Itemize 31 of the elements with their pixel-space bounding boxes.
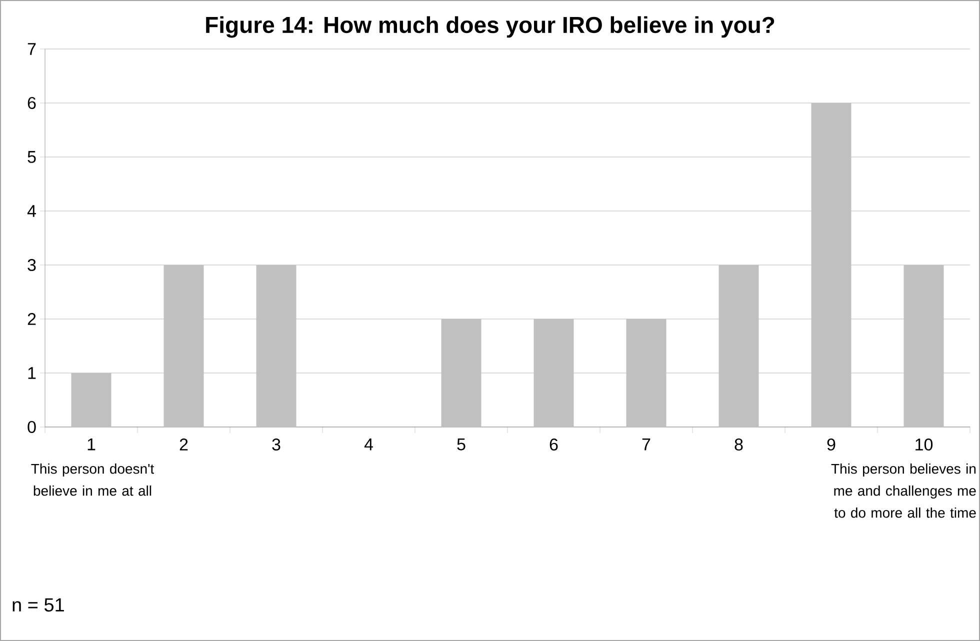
y-tick-label: 0 [28, 420, 36, 434]
bar [534, 318, 574, 427]
bar [626, 318, 666, 427]
x-tick-label: 7 [642, 438, 650, 450]
y-tick-label: 1 [28, 367, 36, 379]
x-tick-label: 10 [916, 438, 933, 451]
x-tick-label: 8 [734, 438, 743, 451]
x-tick-label: 4 [364, 438, 373, 450]
y-tick-label: 4 [27, 205, 36, 217]
x-tick-label: 2 [180, 438, 188, 450]
bar [718, 264, 759, 427]
text: This person believes in me and challenges me to do more all the time [831, 464, 976, 518]
x-tick-label: 3 [272, 438, 280, 451]
text: This person doesn't believe in me at all [31, 464, 154, 496]
bar [71, 372, 112, 427]
text: n = 51 [12, 598, 64, 612]
chart-title: Figure 14: How much does your IRO believe in you? [206, 16, 774, 38]
bar [164, 264, 204, 427]
y-tick-label: 3 [28, 258, 36, 272]
x-tick-label: 9 [827, 438, 836, 451]
x-tick-label: 6 [550, 438, 558, 451]
bar [904, 264, 944, 427]
bar [256, 264, 296, 427]
y-tick-label: 2 [28, 313, 36, 325]
x-tick-label: 1 [88, 438, 96, 450]
y-tick-label: 5 [28, 151, 36, 163]
y-tick-label: 7 [28, 43, 36, 55]
bar [441, 318, 482, 427]
bar [811, 102, 852, 427]
y-tick-label: 6 [28, 96, 36, 110]
x-tick-label: 5 [457, 438, 466, 450]
